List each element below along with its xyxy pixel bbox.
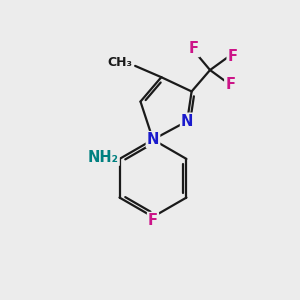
- Text: F: F: [148, 213, 158, 228]
- Text: F: F: [228, 49, 238, 64]
- Text: N: N: [181, 114, 193, 129]
- Text: F: F: [225, 76, 235, 92]
- Text: NH₂: NH₂: [88, 150, 119, 165]
- Text: F: F: [189, 41, 199, 56]
- Text: N: N: [147, 132, 159, 147]
- Text: CH₃: CH₃: [107, 56, 132, 69]
